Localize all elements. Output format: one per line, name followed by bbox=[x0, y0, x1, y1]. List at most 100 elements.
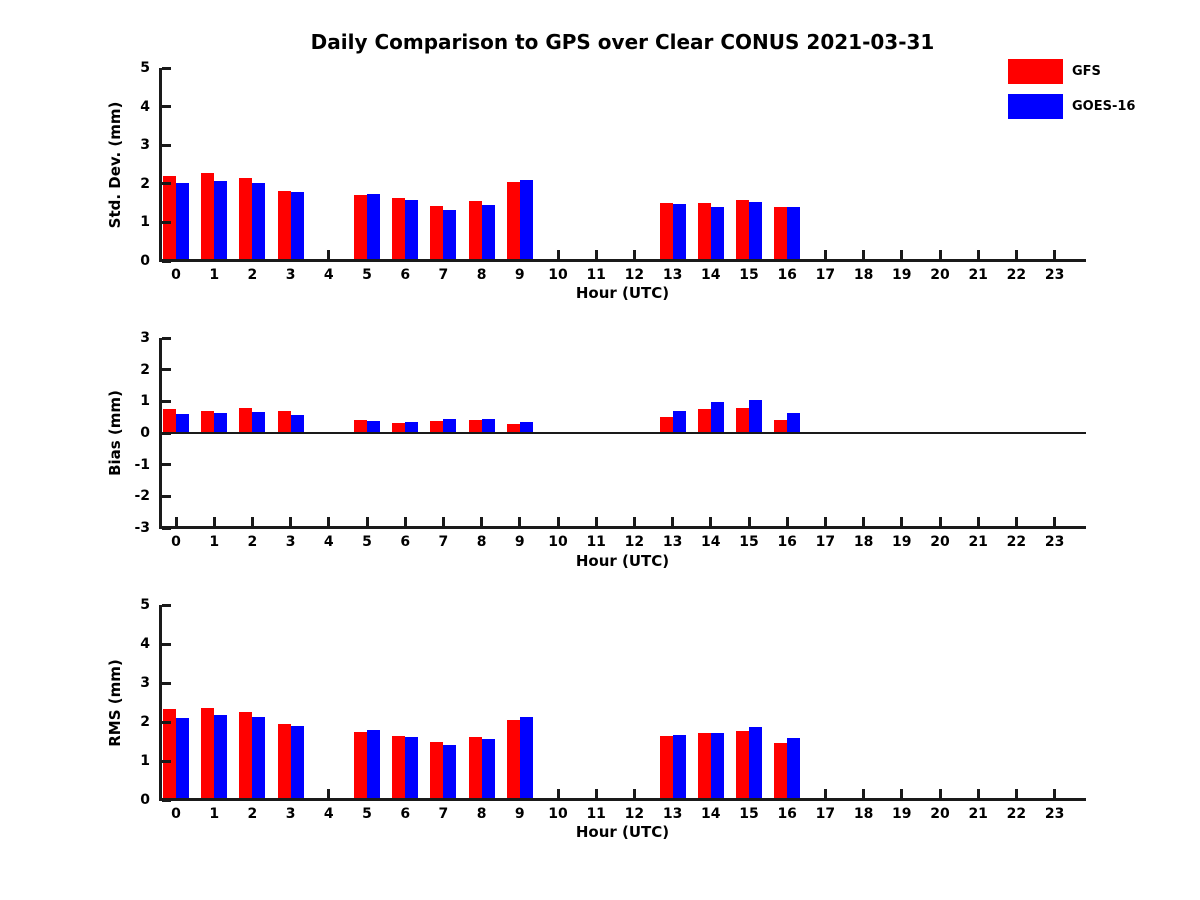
x-tick-label: 21 bbox=[968, 267, 988, 283]
y-axis-label: Std. Dev. (mm) bbox=[106, 101, 124, 228]
x-tick bbox=[976, 789, 980, 798]
gfs-bar bbox=[430, 420, 444, 433]
goes-16-bar bbox=[749, 201, 762, 261]
goes-16-bar bbox=[214, 715, 228, 800]
x-tick bbox=[785, 517, 789, 526]
y-tick-label: 3 bbox=[140, 675, 150, 691]
x-tick bbox=[212, 517, 216, 526]
gfs-color-swatch bbox=[1008, 59, 1063, 84]
x-tick-label: 2 bbox=[247, 267, 258, 283]
y-tick bbox=[162, 798, 171, 802]
gfs-bar bbox=[468, 200, 482, 261]
x-tick bbox=[862, 517, 866, 526]
x-tick-label: 12 bbox=[624, 534, 645, 550]
goes-16-bar bbox=[252, 182, 266, 261]
goes-16-bar bbox=[672, 203, 686, 261]
gfs-bar bbox=[354, 195, 367, 261]
gfs-bar bbox=[392, 422, 406, 433]
goes-16-bar bbox=[443, 419, 457, 433]
x-tick bbox=[900, 517, 904, 526]
x-tick-label: 16 bbox=[777, 267, 797, 283]
y-tick bbox=[162, 759, 171, 763]
y-tick bbox=[162, 681, 171, 685]
gfs-bar bbox=[468, 736, 482, 800]
x-tick-label: 1 bbox=[209, 806, 220, 822]
y-tick bbox=[162, 336, 171, 340]
x-tick bbox=[938, 517, 942, 526]
x-tick bbox=[1014, 517, 1018, 526]
x-tick bbox=[671, 517, 675, 526]
y-tick bbox=[162, 526, 171, 530]
goes-16-bar bbox=[367, 729, 380, 800]
y-tick-label: -2 bbox=[134, 488, 150, 505]
goes-16-bar bbox=[252, 412, 266, 433]
goes-16-bar bbox=[290, 414, 304, 433]
x-tick-label: 14 bbox=[701, 267, 721, 283]
gfs-bar bbox=[201, 410, 215, 433]
y-tick-label: 1 bbox=[140, 393, 150, 410]
x-tick bbox=[403, 517, 407, 526]
x-tick-label: 14 bbox=[701, 806, 721, 822]
gfs-bar bbox=[392, 735, 406, 800]
zero-line bbox=[159, 432, 1086, 434]
x-tick-label: 5 bbox=[362, 806, 372, 822]
gfs-bar bbox=[277, 410, 291, 433]
gfs-bar bbox=[430, 741, 444, 800]
y-tick-label: 0 bbox=[140, 792, 150, 808]
x-tick-label: 19 bbox=[892, 534, 912, 550]
gfs-bar bbox=[659, 736, 673, 800]
y-tick bbox=[162, 259, 171, 263]
gfs-bar bbox=[201, 707, 215, 800]
y-tick bbox=[162, 494, 171, 498]
x-tick bbox=[632, 250, 636, 259]
x-axis-line bbox=[159, 526, 1086, 529]
x-tick-label: 23 bbox=[1044, 267, 1065, 283]
x-tick-label: 8 bbox=[476, 806, 487, 822]
y-tick bbox=[162, 431, 171, 435]
x-tick-label: 11 bbox=[586, 267, 606, 283]
gfs-bar bbox=[506, 720, 520, 800]
x-tick-label: 5 bbox=[362, 534, 372, 550]
x-tick-label: 10 bbox=[548, 267, 568, 283]
x-tick bbox=[900, 789, 904, 798]
goes-16-bar bbox=[176, 182, 189, 261]
goes-16-bar bbox=[290, 725, 304, 800]
y-tick bbox=[162, 105, 171, 109]
y-tick-label: 3 bbox=[140, 330, 150, 346]
y-tick-label: 2 bbox=[140, 361, 150, 378]
x-tick-label: 12 bbox=[624, 806, 645, 822]
x-tick-label: 0 bbox=[171, 806, 181, 822]
x-tick bbox=[747, 517, 751, 526]
goes-16-bar bbox=[519, 179, 533, 261]
goes-16-bar bbox=[176, 414, 189, 433]
legend-label-goes16: GOES-16 bbox=[1072, 99, 1136, 114]
gfs-bar bbox=[163, 709, 176, 800]
x-tick bbox=[594, 250, 598, 259]
goes-16-bar bbox=[214, 180, 228, 261]
x-tick bbox=[480, 517, 484, 526]
x-tick bbox=[556, 789, 560, 798]
x-tick bbox=[250, 517, 254, 526]
gfs-bar bbox=[354, 419, 367, 433]
x-tick bbox=[1014, 789, 1018, 798]
x-tick-label: 15 bbox=[739, 806, 759, 822]
x-tick-label: 8 bbox=[476, 534, 487, 550]
goes-16-bar bbox=[405, 200, 419, 261]
x-tick-label: 4 bbox=[323, 806, 334, 822]
x-tick bbox=[518, 517, 522, 526]
x-axis-line bbox=[159, 798, 1086, 801]
x-tick-label: 17 bbox=[815, 534, 836, 550]
legend-item-goes16: GOES-16 bbox=[1008, 94, 1135, 119]
y-tick bbox=[162, 143, 171, 147]
goes-16-bar bbox=[519, 716, 533, 800]
x-tick bbox=[1053, 250, 1057, 259]
x-tick bbox=[556, 250, 560, 259]
chart-title: Daily Comparison to GPS over Clear CONUS… bbox=[310, 30, 935, 54]
x-tick bbox=[632, 789, 636, 798]
y-tick bbox=[162, 399, 171, 403]
goes-16-bar bbox=[290, 191, 304, 261]
x-tick bbox=[632, 517, 636, 526]
x-tick-label: 4 bbox=[323, 534, 334, 550]
y-tick bbox=[162, 66, 171, 70]
